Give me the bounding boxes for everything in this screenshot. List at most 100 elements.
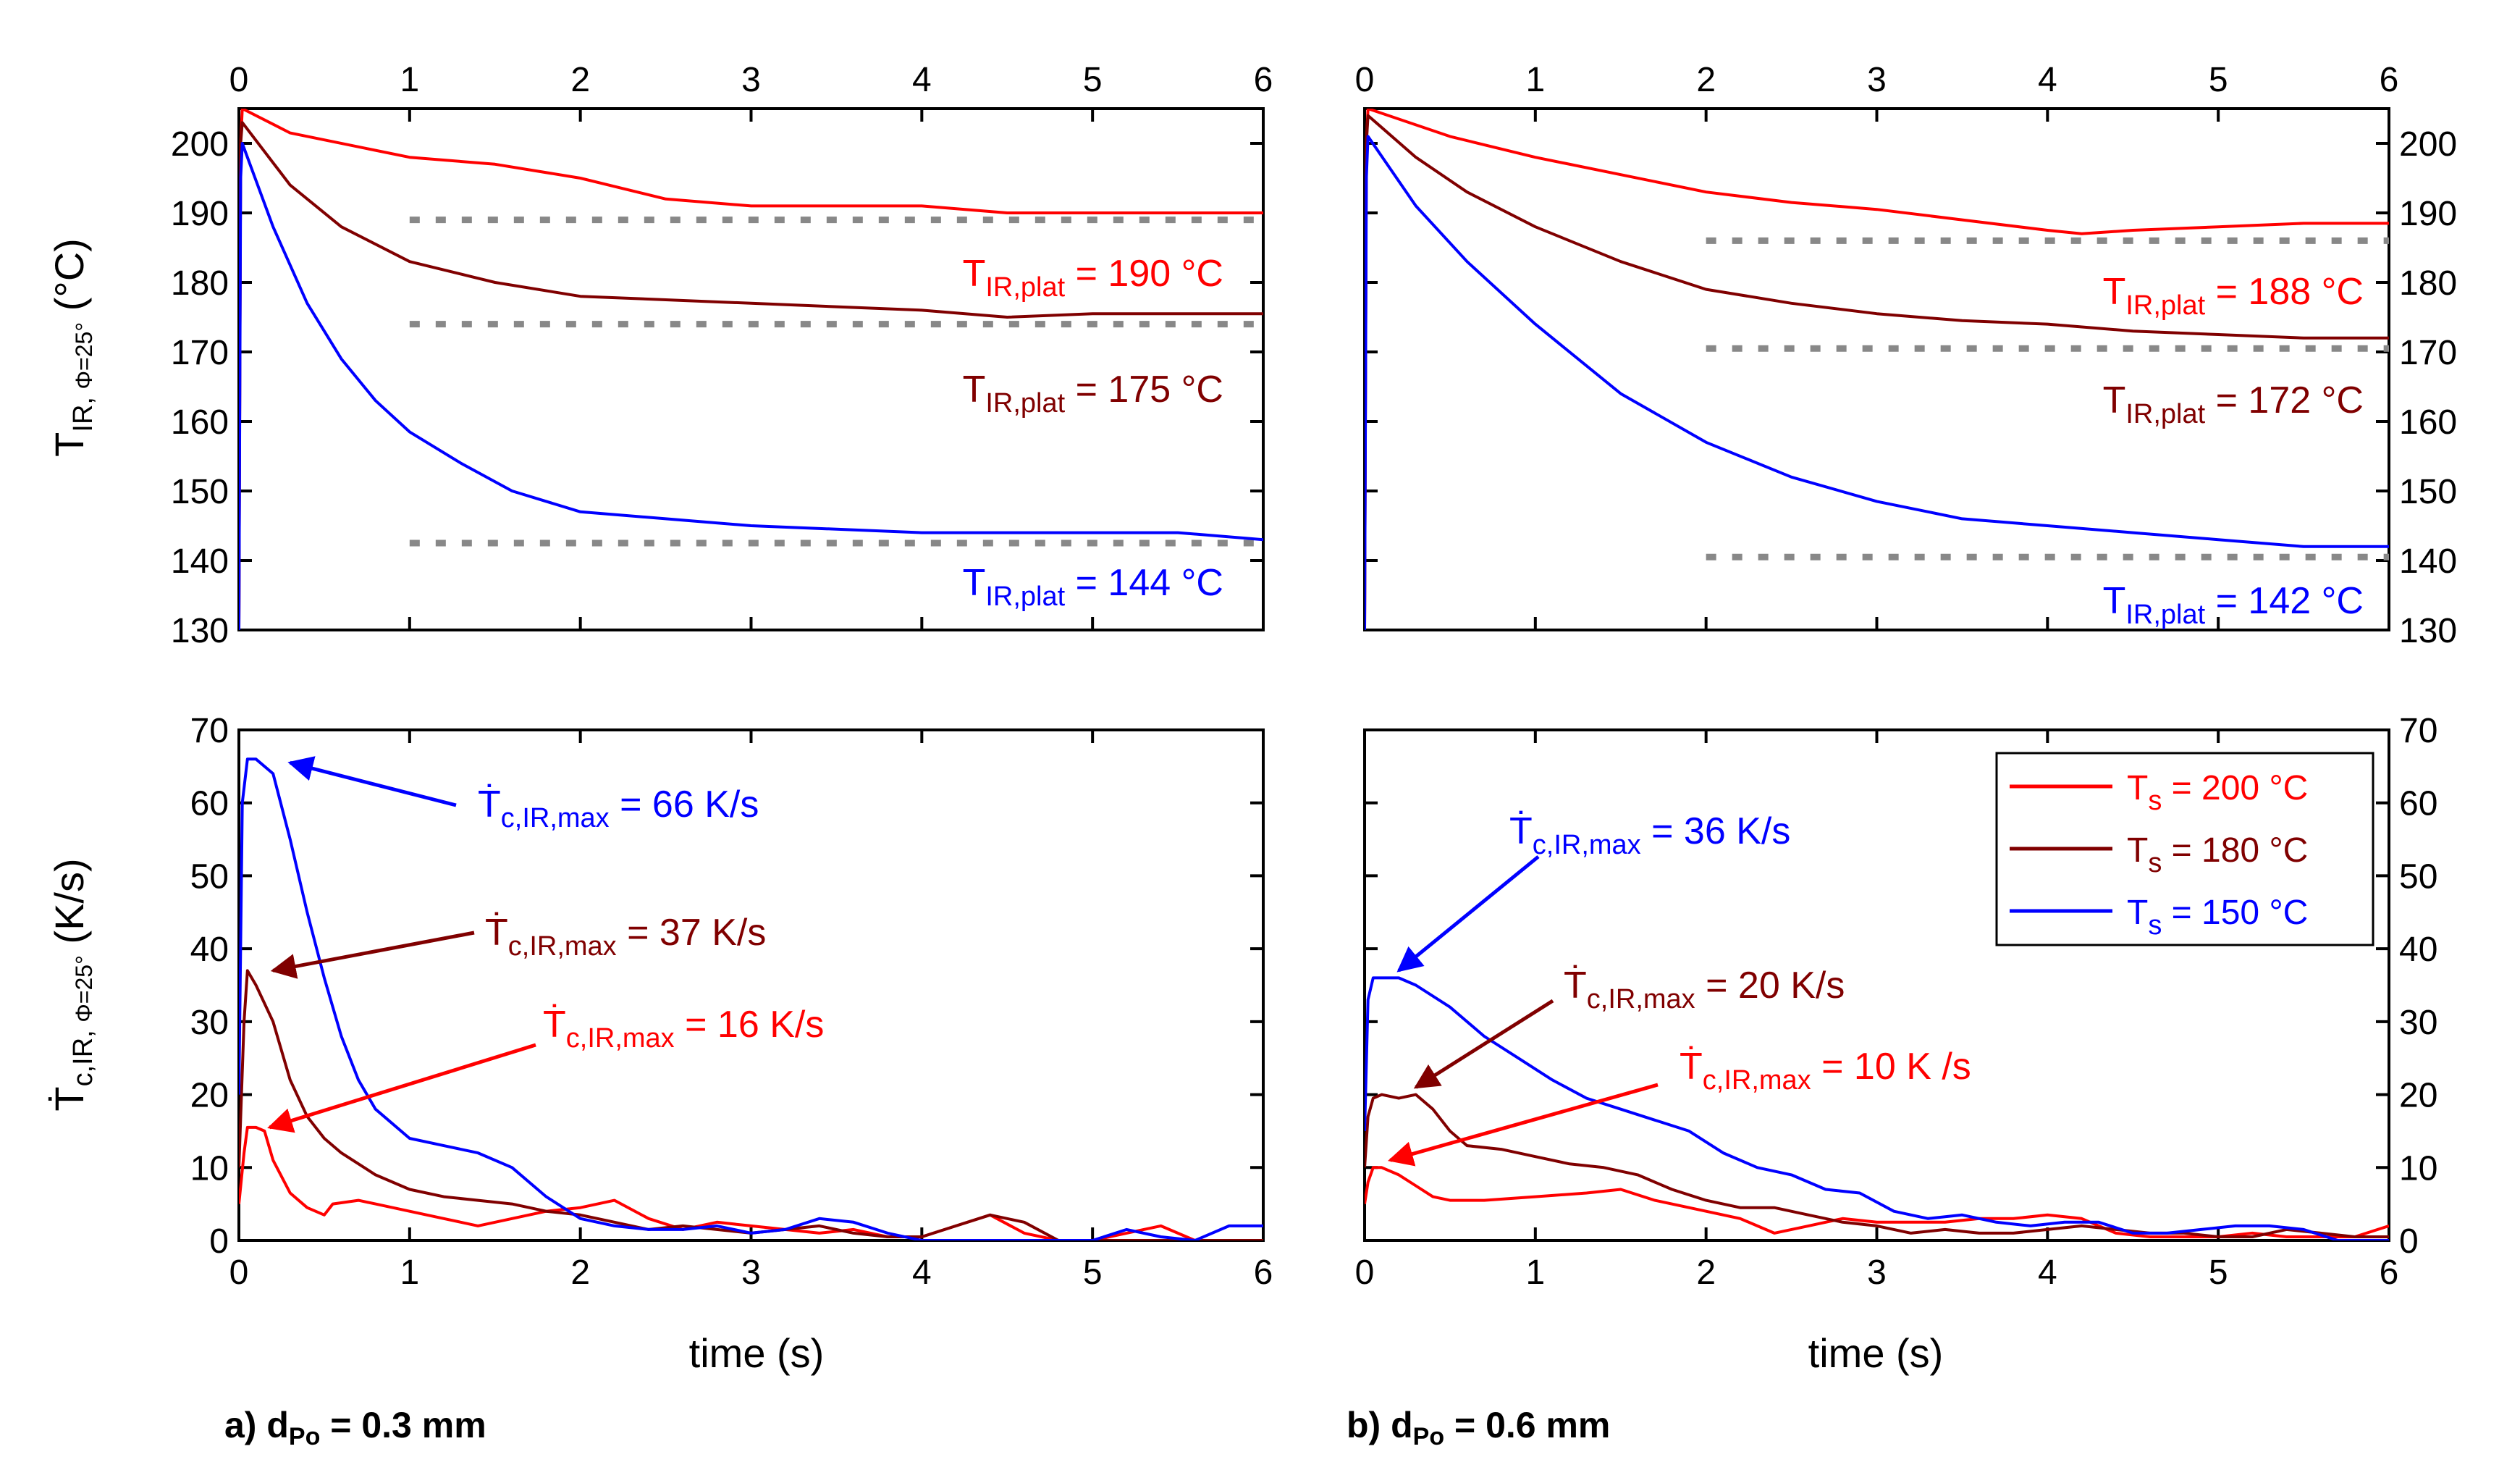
x-tick-label: 2	[1696, 1253, 1716, 1292]
top-x-tick-label: 0	[1355, 61, 1375, 99]
y-tick-label: 20	[190, 1077, 229, 1115]
annotation-arrow	[1396, 855, 1540, 973]
plateau-label-base: T	[963, 253, 986, 295]
annotation-arrow	[1413, 999, 1554, 1089]
top-y-title-base: T	[46, 432, 92, 457]
top-y-axis-title: TIR, Φ=25° (°C)	[46, 238, 98, 457]
x-tick-label: 0	[229, 1253, 249, 1292]
plateau-label-rest: = 172 °C	[2205, 379, 2364, 421]
legend-label-base: T	[2127, 769, 2148, 807]
x-tick-label: 6	[2380, 1253, 2399, 1292]
series-line	[239, 969, 1263, 1240]
caption-b-prefix: b) d	[1347, 1405, 1413, 1445]
annotation-label: Ṫc,IR,max = 36 K/s	[1509, 810, 1790, 860]
series-line	[1365, 1166, 2389, 1238]
plateau-label-rest: = 188 °C	[2205, 271, 2364, 313]
top-y-title-sub2: Φ=25°	[71, 322, 97, 390]
y-tick-label: 130	[171, 612, 229, 650]
y-tick-label: 160	[171, 403, 229, 442]
top-y-title-sub: IR,	[68, 389, 98, 432]
x-tick-label: 2	[570, 1253, 590, 1292]
caption-b-rest: = 0.6 mm	[1444, 1405, 1610, 1445]
x-tick-label: 0	[1355, 1253, 1375, 1292]
plateau-label: TIR,plat = 190 °C	[963, 253, 1223, 303]
caption-b: b) dPo = 0.6 mm	[1347, 1405, 1610, 1450]
plateau-label-rest: = 175 °C	[1065, 369, 1223, 411]
x-tick-label: 5	[1083, 1253, 1103, 1292]
annotation-label-sub: c,IR,max	[501, 803, 610, 833]
legend-label: Ts = 200 °C	[2127, 769, 2308, 816]
annotation-label-base: Ṫ	[485, 912, 508, 954]
annotation-arrow	[1388, 1083, 1659, 1167]
y-tick-label: 140	[2399, 542, 2457, 581]
y-tick-label: 50	[2399, 857, 2437, 896]
annotation-label-base: Ṫ	[478, 784, 501, 826]
y-tick-label: 70	[190, 712, 229, 750]
y-tick-label: 130	[2399, 612, 2457, 650]
series-line	[1365, 135, 2389, 630]
plateau-label-sub: IR,plat	[985, 581, 1065, 612]
annotation-label-base: Ṫ	[1564, 965, 1587, 1007]
top-x-tick-label: 4	[912, 61, 932, 99]
bottom-y-title-base: Ṫ	[46, 1086, 92, 1111]
legend-label-rest: = 150 °C	[2162, 894, 2308, 932]
series-line	[1365, 1093, 2389, 1238]
y-tick-label: 0	[2399, 1222, 2419, 1261]
annotation-label-sub: c,IR,max	[1587, 984, 1695, 1015]
annotation-label-sub: c,IR,max	[1703, 1065, 1811, 1096]
x-tick-label: 1	[400, 1253, 419, 1292]
plateau-label: TIR,plat = 142 °C	[2103, 580, 2364, 630]
x-tick-label: 4	[2038, 1253, 2057, 1292]
legend-label-sub: s	[2148, 910, 2162, 941]
x-axis-title-a: time (s)	[689, 1330, 825, 1376]
y-tick-label: 20	[2399, 1077, 2437, 1115]
plateau-label-sub: IR,plat	[2125, 290, 2205, 321]
top-x-tick-label: 6	[2380, 61, 2399, 99]
y-tick-label: 10	[190, 1149, 229, 1188]
panel-b-top: 0 1 2 3 4 5 6 130 140 150 160 170 180 190 200 TIR,plat …	[1355, 61, 2457, 650]
x-tick-label: 6	[1254, 1253, 1273, 1292]
top-x-tick-label: 3	[1867, 61, 1887, 99]
legend-label-base: T	[2127, 831, 2148, 870]
annotation-label-sub: c,IR,max	[1533, 830, 1641, 860]
legend-label-sub: s	[2148, 786, 2162, 816]
annotation-label-rest: = 20 K/s	[1695, 965, 1845, 1007]
annotation-label: Ṫc,IR,max = 37 K/s	[485, 912, 766, 962]
x-tick-label: 5	[2209, 1253, 2228, 1292]
y-tick-label: 70	[2399, 712, 2437, 750]
y-tick-label: 160	[2399, 403, 2457, 442]
annotation-arrow	[270, 931, 475, 979]
series-line	[239, 757, 1263, 1240]
plateau-label-base: T	[2103, 580, 2126, 622]
y-tick-label: 40	[2399, 931, 2437, 969]
top-x-tick-label: 2	[570, 61, 590, 99]
y-tick-label: 190	[2399, 195, 2457, 233]
y-tick-label: 200	[2399, 125, 2457, 164]
annotation-label-rest: = 36 K/s	[1641, 810, 1791, 852]
plateau-label-base: T	[963, 369, 986, 411]
y-tick-label: 170	[171, 334, 229, 372]
series-line	[1365, 109, 2389, 630]
series-line	[239, 121, 1263, 630]
annotation-arrow	[287, 756, 457, 807]
top-x-tick-label: 1	[400, 61, 419, 99]
top-x-tick-label: 5	[2209, 61, 2228, 99]
caption-a-sub: Po	[289, 1423, 320, 1450]
caption-b-sub: Po	[1413, 1423, 1444, 1450]
top-x-tick-label: 1	[1525, 61, 1545, 99]
annotation-arrow	[267, 1043, 536, 1133]
plateau-label-rest: = 144 °C	[1065, 562, 1223, 604]
y-tick-label: 30	[190, 1004, 229, 1042]
series-line	[239, 109, 1263, 630]
x-axis-title-b: time (s)	[1808, 1330, 1944, 1376]
legend-label-rest: = 200 °C	[2162, 769, 2308, 807]
plot-frame	[1363, 107, 2390, 631]
caption-a-rest: = 0.3 mm	[320, 1405, 486, 1445]
plateau-label-base: T	[2103, 379, 2126, 421]
legend-label-rest: = 180 °C	[2162, 831, 2308, 870]
annotation-label-rest: = 16 K/s	[675, 1004, 825, 1046]
legend-label: Ts = 150 °C	[2127, 894, 2308, 941]
y-tick-label: 60	[190, 785, 229, 823]
